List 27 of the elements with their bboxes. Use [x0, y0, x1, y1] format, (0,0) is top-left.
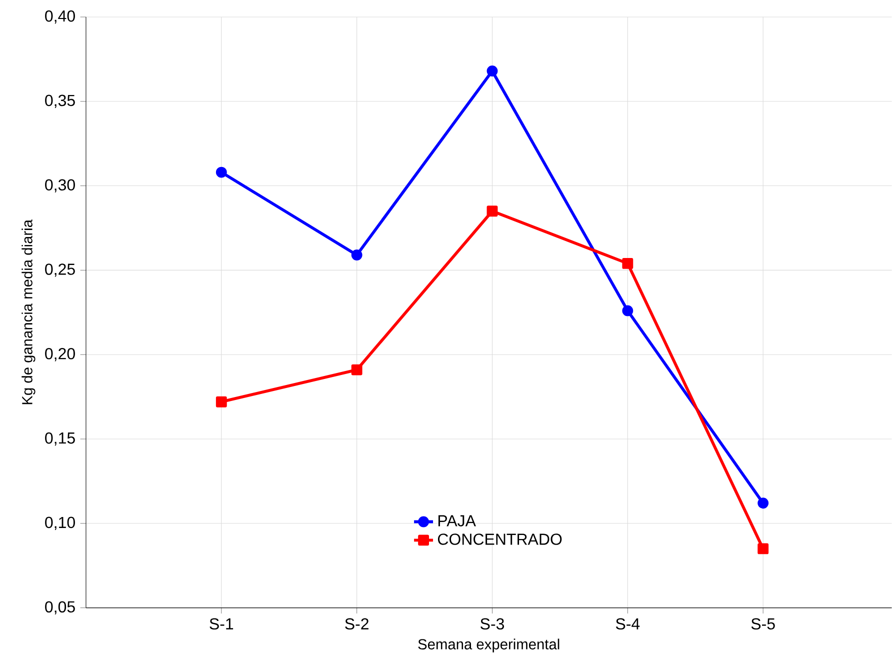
y-tick-label: 0,35	[45, 94, 75, 108]
point	[486, 206, 498, 217]
y-tick-label: 0,20	[45, 348, 75, 362]
y-tick-label: 0,25	[45, 264, 75, 277]
y-tick-label: 0,15	[45, 432, 75, 446]
point	[486, 66, 498, 77]
y-tick-label: 0,30	[45, 179, 75, 193]
x-tick-label: S-1	[210, 618, 234, 630]
point	[758, 498, 769, 509]
point	[351, 250, 362, 261]
point	[758, 543, 769, 554]
legend-label: PAJA	[438, 515, 476, 526]
x-tick-label: S-5	[751, 618, 775, 630]
point	[622, 305, 634, 316]
point	[351, 364, 362, 376]
point	[216, 166, 227, 178]
y-tick-label: 0,40	[45, 10, 75, 24]
x-tick-label: S-3	[480, 618, 504, 630]
x-tick-label: S-4	[616, 618, 640, 630]
point	[216, 396, 227, 408]
y-axis-title: Kg de ganancia media diaria	[22, 220, 36, 404]
point	[622, 258, 634, 270]
x-tick-label: S-2	[345, 618, 368, 630]
y-tick-label: 0,05	[45, 601, 75, 615]
x-axis-title: Semana experimental	[418, 638, 560, 652]
legend-label: CONCENTRADO	[438, 534, 562, 545]
y-tick-label: 0,10	[45, 516, 75, 530]
